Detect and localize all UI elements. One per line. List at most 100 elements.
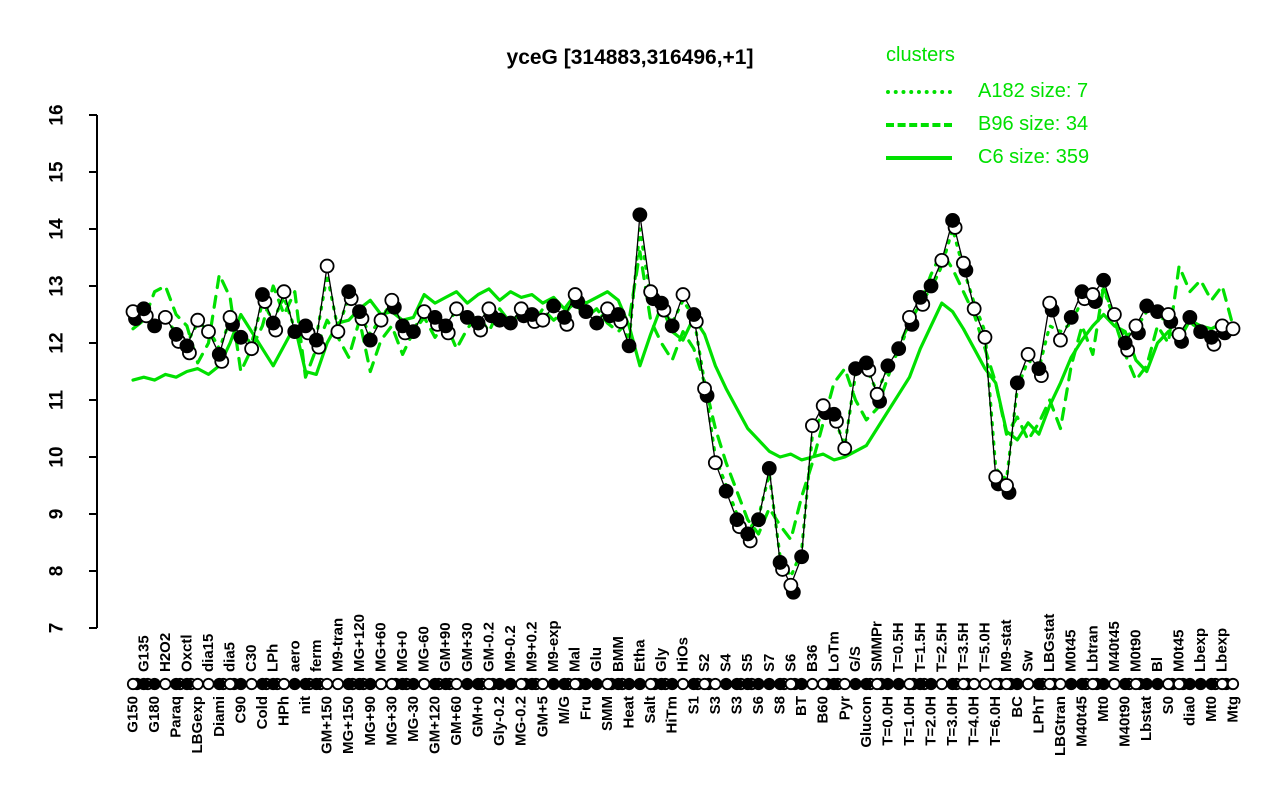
x-tick-label: GM-0.2 <box>480 622 497 672</box>
data-point <box>914 677 927 691</box>
data-point <box>321 677 334 691</box>
data-point <box>503 315 518 331</box>
solid-line-sample <box>886 155 952 160</box>
data-point <box>1171 327 1187 342</box>
data-point <box>450 677 463 691</box>
data-point <box>805 418 820 434</box>
data-point <box>515 677 528 691</box>
data-point <box>310 677 323 691</box>
data-point <box>664 318 680 334</box>
data-point <box>1225 321 1241 337</box>
data-point <box>709 677 722 691</box>
x-tick-label: S5 <box>739 654 756 672</box>
data-point <box>461 677 474 691</box>
data-point <box>159 677 172 691</box>
data-point <box>697 381 712 397</box>
data-point <box>308 332 324 348</box>
x-tick-label: G135 <box>135 635 152 672</box>
data-point <box>1128 318 1144 334</box>
data-point <box>590 677 603 691</box>
x-tick-label: M9+0.2 <box>524 622 541 672</box>
data-point <box>569 677 582 691</box>
data-point <box>989 677 1002 691</box>
data-point <box>482 677 495 691</box>
data-point <box>168 327 184 342</box>
x-tick-label: Etha <box>631 639 648 672</box>
x-tick-label: GM+150 <box>319 696 336 754</box>
data-point <box>222 309 238 325</box>
data-point <box>1009 375 1025 391</box>
data-point <box>180 677 194 691</box>
x-tick-label: Mtg <box>1225 696 1242 723</box>
data-point <box>558 677 571 691</box>
data-point <box>428 677 442 691</box>
data-point <box>245 677 258 691</box>
x-tick-label: Lbexp <box>1192 628 1209 672</box>
data-point <box>1031 361 1047 377</box>
data-point <box>654 295 669 311</box>
x-tick-label: Fru <box>577 696 594 720</box>
data-point <box>601 677 614 691</box>
x-tick-label: LBGstat <box>1041 614 1058 672</box>
data-point <box>536 677 549 691</box>
data-point <box>718 483 734 499</box>
data-point <box>858 355 874 371</box>
dotted-line-sample <box>886 89 952 94</box>
data-point <box>729 512 745 528</box>
data-point <box>880 358 896 374</box>
x-tick-label: S6 <box>750 696 767 714</box>
data-point <box>923 278 939 294</box>
data-point <box>945 213 961 228</box>
data-point <box>632 207 648 223</box>
x-tick-label: M/G <box>556 696 573 724</box>
y-tick-label: 11 <box>47 390 68 411</box>
y-tick-label: 12 <box>47 332 68 353</box>
data-point <box>741 677 754 691</box>
data-point <box>795 677 808 691</box>
x-tick-label: Gly <box>653 647 670 672</box>
x-tick-label: ferm <box>308 639 325 672</box>
x-tick-label: MG+0 <box>394 631 411 672</box>
y-tick-label: 14 <box>47 218 68 240</box>
series-b96 <box>131 250 1235 542</box>
data-point <box>578 304 594 320</box>
x-tick-label: B36 <box>804 644 821 672</box>
data-point <box>299 677 312 691</box>
series-c6 <box>131 287 1235 462</box>
data-point <box>837 441 853 456</box>
data-point <box>267 677 280 691</box>
data-point <box>374 677 388 691</box>
data-point <box>1151 677 1164 691</box>
data-point <box>860 677 873 691</box>
condition-symbols <box>126 677 1240 691</box>
data-point <box>244 341 260 357</box>
data-point <box>999 478 1014 493</box>
data-point <box>935 677 948 691</box>
y-axis: 7 8 9 10 11 12 13 14 15 16 <box>47 104 98 633</box>
x-tick-label: LBGexp <box>189 696 206 754</box>
x-tick-label: T=1.0H <box>901 696 918 746</box>
data-point <box>826 406 842 422</box>
data-point <box>730 677 744 691</box>
x-tick-label: B60 <box>815 696 832 724</box>
data-point <box>815 398 831 414</box>
data-point <box>567 287 583 302</box>
data-point <box>234 677 247 691</box>
data-point <box>1216 677 1229 691</box>
x-tick-label: aero <box>286 640 303 672</box>
data-point <box>157 309 173 325</box>
legend: clusters A182 size: 7 B96 size: 34 C6 si… <box>886 44 1089 174</box>
y-tick-label: 13 <box>47 275 68 296</box>
data-point <box>978 677 992 691</box>
data-point <box>211 346 227 362</box>
data-point <box>418 677 431 691</box>
data-point <box>666 677 679 691</box>
x-tick-label: GM+60 <box>448 696 465 746</box>
data-point <box>136 301 152 317</box>
x-tick-label: M9-stat <box>998 619 1015 672</box>
x-tick-label: BC <box>1009 696 1026 718</box>
x-tick-label: Mt0 <box>1095 696 1112 722</box>
x-tick-label: MG-0.2 <box>513 696 530 746</box>
data-point <box>1065 677 1078 691</box>
x-tick-label: Sw <box>1020 650 1037 672</box>
